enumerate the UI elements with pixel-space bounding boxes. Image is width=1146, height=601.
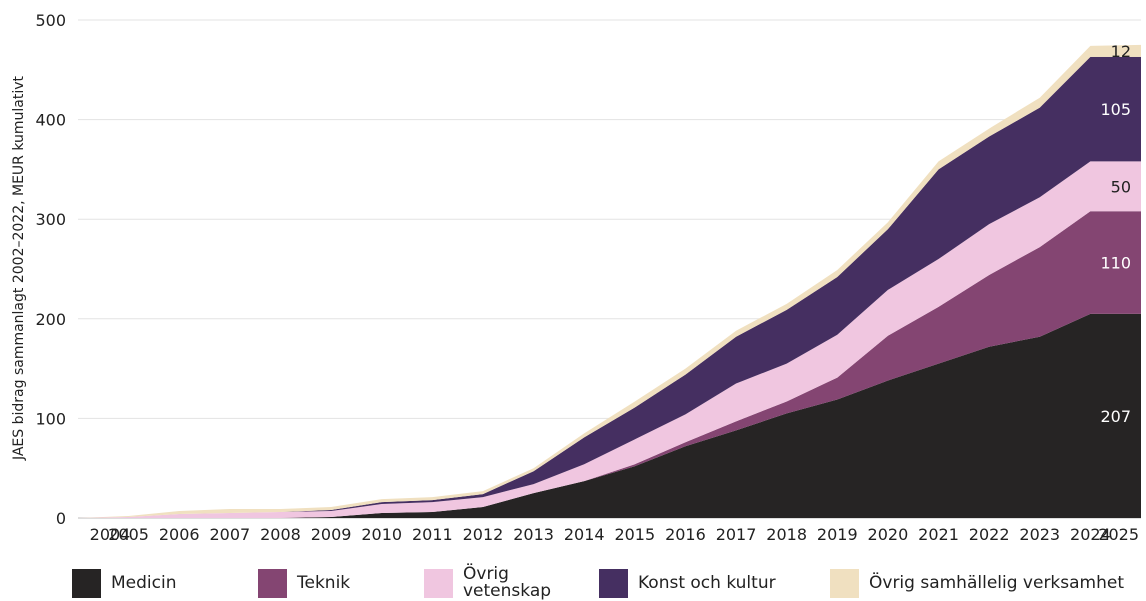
x-tick-label: 2015 bbox=[614, 525, 655, 544]
x-tick-label: 2019 bbox=[817, 525, 858, 544]
legend-swatch bbox=[258, 568, 287, 598]
area-teknik bbox=[78, 211, 1141, 518]
x-tick-label: 2007 bbox=[209, 525, 250, 544]
x-tick-label: 2021 bbox=[918, 525, 959, 544]
area-series bbox=[78, 44, 1141, 519]
x-tick-label: 2008 bbox=[260, 525, 301, 544]
legend-item: Konst och kultur bbox=[599, 566, 798, 600]
legend-swatch bbox=[424, 568, 453, 598]
legend-label: Medicin bbox=[111, 572, 177, 593]
legend-item: Övrig vetenskap bbox=[424, 566, 573, 600]
y-tick-label: 200 bbox=[35, 310, 66, 329]
x-tick-label: 2005 bbox=[108, 525, 149, 544]
legend-swatch bbox=[830, 568, 859, 598]
legend-item: Övrig samhällelig verksamhet bbox=[830, 566, 1146, 600]
legend: Medicin Teknik Övrig vetenskap Konst och ku… bbox=[72, 566, 1146, 600]
end-data-label: 105 bbox=[1100, 100, 1131, 119]
y-axis-label: JAES bidrag sammanlagt 2002–2022, MEUR k… bbox=[11, 75, 27, 461]
y-axis-ticks: 0 100 200 300 400 500 bbox=[35, 11, 66, 528]
legend-label: Teknik bbox=[297, 572, 351, 593]
legend-item: Teknik bbox=[258, 566, 407, 600]
x-tick-label: 2009 bbox=[311, 525, 352, 544]
x-tick-label: 2022 bbox=[969, 525, 1010, 544]
end-data-label: 207 bbox=[1100, 407, 1131, 426]
legend-label: Konst och kultur bbox=[638, 572, 776, 593]
end-data-label: 110 bbox=[1100, 254, 1131, 273]
x-tick-label: 2014 bbox=[564, 525, 605, 544]
area-konst-och-kultur bbox=[78, 56, 1141, 519]
x-tick-label: 2024 bbox=[1070, 525, 1111, 544]
y-tick-label: 0 bbox=[56, 509, 66, 528]
legend-item: Medicin bbox=[72, 566, 221, 600]
area-medicin bbox=[78, 313, 1141, 518]
legend-swatch bbox=[599, 568, 628, 598]
x-tick-label: 2025 bbox=[1098, 525, 1139, 544]
y-tick-label: 300 bbox=[35, 210, 66, 229]
x-tick-label: 2013 bbox=[513, 525, 554, 544]
data-labels: 207 110 50 105 12 bbox=[1100, 42, 1131, 426]
legend-label: Övrig samhällelig verksamhet bbox=[869, 572, 1125, 593]
x-tick-label: 2016 bbox=[665, 525, 706, 544]
x-tick-label: 2004 bbox=[90, 525, 131, 544]
y-tick-label: 500 bbox=[35, 11, 66, 30]
x-tick-label: 2020 bbox=[868, 525, 909, 544]
x-tick-label: 2006 bbox=[159, 525, 200, 544]
end-data-label: 50 bbox=[1111, 177, 1131, 196]
x-tick-label: 2023 bbox=[1019, 525, 1060, 544]
end-data-label: 12 bbox=[1111, 42, 1131, 61]
y-tick-label: 400 bbox=[35, 111, 66, 130]
x-tick-label: 2010 bbox=[361, 525, 402, 544]
x-tick-label: 2018 bbox=[766, 525, 807, 544]
y-tick-label: 100 bbox=[35, 409, 66, 428]
x-tick-label: 2012 bbox=[463, 525, 504, 544]
x-tick-label: 2017 bbox=[716, 525, 757, 544]
legend-label: Övrig vetenskap bbox=[463, 564, 552, 601]
x-tick-label: 2011 bbox=[412, 525, 453, 544]
legend-swatch bbox=[72, 568, 101, 598]
